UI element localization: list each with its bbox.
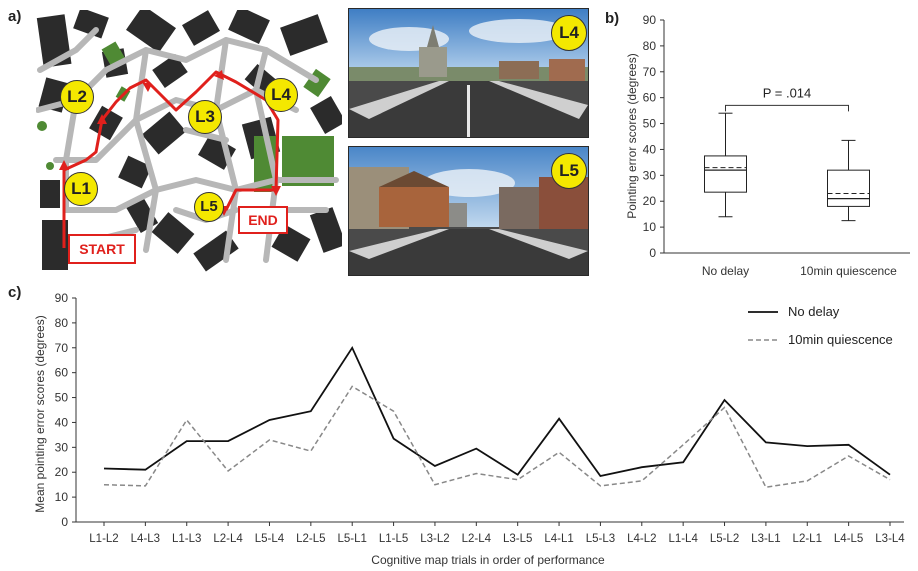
route-path xyxy=(62,70,280,248)
start-label: START xyxy=(68,234,136,264)
line-chart-x-tick-label: L2-L4 xyxy=(213,533,243,545)
street-view-l5-scene xyxy=(349,147,588,275)
legend-label: No delay xyxy=(788,304,840,319)
line-chart-y-tick-label: 50 xyxy=(55,391,69,405)
street-view-l4: L4 xyxy=(348,8,589,138)
line-chart-x-tick-label: L3-L4 xyxy=(875,533,905,545)
boxplot-box xyxy=(827,169,870,207)
line-chart-x-tick-label: L4-L5 xyxy=(834,533,863,545)
line-chart-x-tick-label: L2-L1 xyxy=(793,533,822,545)
end-label: END xyxy=(238,206,288,234)
line-chart-y-tick-label: 70 xyxy=(55,341,69,355)
landmark-badge-l2: L2 xyxy=(60,80,94,114)
boxplot-y-tick-label: 0 xyxy=(649,246,656,260)
line-chart-y-tick-label: 40 xyxy=(55,415,69,429)
boxplot-y-tick-label: 60 xyxy=(643,91,657,105)
street-view-l5: L5 xyxy=(348,146,589,276)
line-chart-series xyxy=(103,345,891,489)
line-chart-y-tick-label: 30 xyxy=(55,440,69,454)
line-chart-y-axis-label: Mean pointing error scores (degrees) xyxy=(33,315,47,512)
panel-label-b: b) xyxy=(605,10,620,27)
line-chart-x-tick-label: L3-L1 xyxy=(751,533,780,545)
legend-label: 10min quiescence xyxy=(788,332,893,347)
line-chart-x-tick-label: L1-L5 xyxy=(379,533,408,545)
line-chart-y-tick-label: 20 xyxy=(55,465,69,479)
landmark-badge-l1: L1 xyxy=(64,172,98,206)
boxplot-category-label: 10min quiescence xyxy=(800,264,897,278)
boxplot-y-tick-label: 20 xyxy=(643,194,657,208)
landmark-badge-l5: L5 xyxy=(194,192,224,222)
line-chart-x-tick-label: L3-L5 xyxy=(503,533,532,545)
photo-badge-l5: L5 xyxy=(551,153,587,189)
line-chart-axes xyxy=(75,298,904,523)
line-chart-x-axis-label: Cognitive map trials in order of perform… xyxy=(371,553,605,567)
boxplot-y-ticks: 0 10 20 30 40 50 60 70 80 90 xyxy=(643,13,664,260)
panel-label-a: a) xyxy=(8,8,22,25)
line-chart-x-tick-label: L2-L4 xyxy=(462,533,492,545)
boxplot-boxes xyxy=(704,112,870,222)
line-chart-legend: No delay 10min quiescence xyxy=(748,304,893,347)
line-series-no-delay xyxy=(103,345,891,478)
line-chart-x-tick-label: L1-L2 xyxy=(89,533,118,545)
line-chart-x-tick-label: L5-L4 xyxy=(255,533,285,545)
boxplot-y-axis-label: Pointing error scores (degrees) xyxy=(625,53,639,218)
line-chart-x-tick-label: L2-L5 xyxy=(296,533,325,545)
boxplot-y-tick-label: 90 xyxy=(643,13,657,27)
line-chart-y-ticks: 0 10 20 30 40 50 60 70 80 90 xyxy=(55,291,76,529)
panel-label-c: c) xyxy=(8,284,22,301)
boxplot-y-tick-label: 40 xyxy=(643,142,657,156)
landmark-badge-l4: L4 xyxy=(264,78,298,112)
line-chart-x-tick-label: L4-L1 xyxy=(544,533,573,545)
boxplot-category-label: No delay xyxy=(702,264,749,278)
line-chart-x-tick-label: L5-L1 xyxy=(337,533,366,545)
line-chart-x-tick-label: L5-L2 xyxy=(710,533,739,545)
line-chart-x-ticks: L1-L2 L4-L3 L1-L3 L2-L4 L5-L4 L2-L5 L5-L1 L1-L5… xyxy=(89,522,905,545)
line-chart-x-tick-label: L4-L3 xyxy=(131,533,160,545)
line-series-quiescence xyxy=(103,385,891,489)
boxplot-significance: P = .014 xyxy=(725,85,849,112)
photo-badge-l4: L4 xyxy=(551,15,587,51)
map-buildings xyxy=(36,5,347,272)
line-chart-x-tick-label: L5-L3 xyxy=(586,533,615,545)
line-chart-x-tick-label: L4-L2 xyxy=(627,533,656,545)
street-view-l4-scene xyxy=(349,9,588,137)
line-chart-x-tick-label: L1-L3 xyxy=(172,533,201,545)
line-chart: Mean pointing error scores (degrees) Cog… xyxy=(33,291,905,567)
line-chart-y-tick-label: 10 xyxy=(55,490,69,504)
line-chart-y-tick-label: 60 xyxy=(55,366,69,380)
boxplot-y-tick-label: 30 xyxy=(643,168,657,182)
boxplot-categories: No delay 10min quiescence xyxy=(702,264,897,278)
line-chart-y-tick-label: 90 xyxy=(55,291,69,305)
line-chart-x-tick-label: L1-L4 xyxy=(668,533,698,545)
line-chart-x-tick-label: L3-L2 xyxy=(420,533,449,545)
boxplot-box xyxy=(704,155,747,193)
boxplot-y-tick-label: 50 xyxy=(643,117,657,131)
significance-label: P = .014 xyxy=(763,85,812,100)
line-chart-y-tick-label: 0 xyxy=(61,515,68,529)
boxplot-y-tick-label: 70 xyxy=(643,65,657,79)
significance-bracket xyxy=(725,104,849,112)
boxplot-y-tick-label: 10 xyxy=(643,220,657,234)
boxplot-y-tick-label: 80 xyxy=(643,39,657,53)
boxplot-chart: Pointing error scores (degrees) 0 10 20 30 4… xyxy=(625,13,910,278)
landmark-badge-l3: L3 xyxy=(188,100,222,134)
city-map: L2 L3 L4 L1 L5 START END xyxy=(35,5,347,274)
line-chart-y-tick-label: 80 xyxy=(55,316,69,330)
boxplot-axes xyxy=(663,20,910,254)
